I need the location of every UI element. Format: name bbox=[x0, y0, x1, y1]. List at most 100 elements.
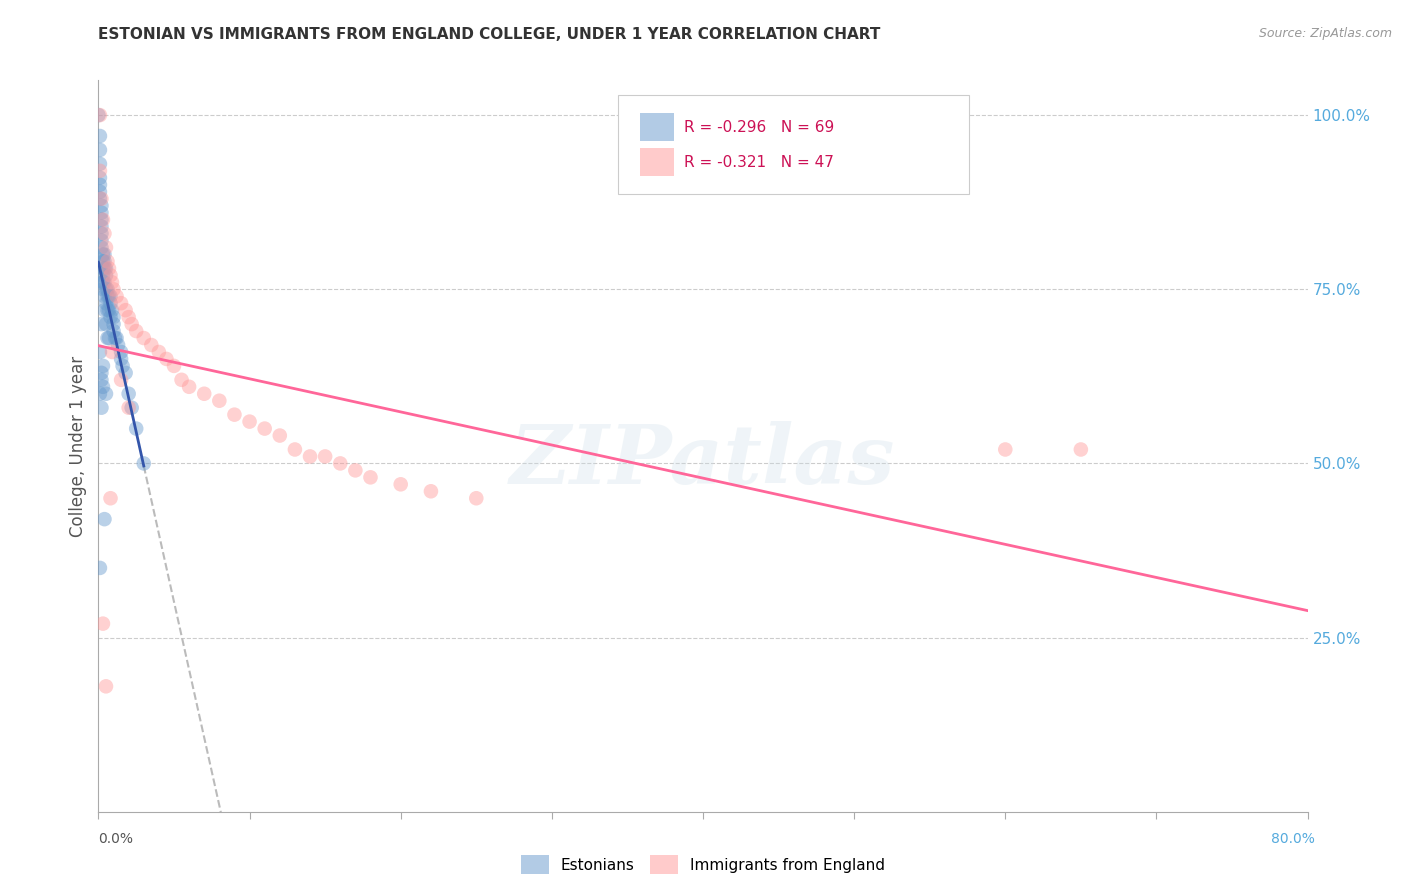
Point bbox=[89, 143, 111, 157]
Point bbox=[93, 275, 115, 289]
Point bbox=[96, 254, 118, 268]
Point bbox=[93, 247, 115, 261]
Point bbox=[91, 268, 114, 283]
Point bbox=[90, 199, 112, 213]
Point bbox=[94, 317, 117, 331]
Point bbox=[994, 442, 1017, 457]
Point bbox=[141, 338, 163, 352]
Legend: Estonians, Immigrants from England: Estonians, Immigrants from England bbox=[515, 849, 891, 880]
Point bbox=[91, 275, 114, 289]
Point bbox=[224, 408, 246, 422]
Point bbox=[105, 331, 128, 345]
Point bbox=[89, 178, 111, 192]
Point bbox=[91, 380, 114, 394]
Point bbox=[118, 401, 141, 415]
Text: ESTONIAN VS IMMIGRANTS FROM ENGLAND COLLEGE, UNDER 1 YEAR CORRELATION CHART: ESTONIAN VS IMMIGRANTS FROM ENGLAND COLL… bbox=[98, 27, 880, 42]
Point bbox=[91, 261, 114, 276]
Point bbox=[118, 386, 141, 401]
Point bbox=[90, 240, 112, 254]
Point bbox=[91, 247, 114, 261]
Bar bbox=[640, 148, 673, 176]
Text: ZIPatlas: ZIPatlas bbox=[510, 421, 896, 500]
Point bbox=[269, 428, 291, 442]
Point bbox=[91, 359, 114, 373]
Point bbox=[93, 254, 115, 268]
Point bbox=[114, 303, 136, 318]
Point bbox=[110, 351, 132, 366]
Point bbox=[94, 282, 117, 296]
Text: Source: ZipAtlas.com: Source: ZipAtlas.com bbox=[1258, 27, 1392, 40]
Point bbox=[94, 296, 117, 310]
Point bbox=[90, 234, 112, 248]
Point bbox=[111, 359, 134, 373]
Point bbox=[93, 303, 115, 318]
Point bbox=[1070, 442, 1092, 457]
Point bbox=[90, 366, 112, 380]
Point bbox=[132, 457, 155, 471]
Point bbox=[193, 386, 215, 401]
Point bbox=[90, 205, 112, 219]
Point bbox=[344, 463, 367, 477]
Point bbox=[360, 470, 382, 484]
Point bbox=[125, 324, 148, 338]
Point bbox=[420, 484, 443, 499]
Y-axis label: College, Under 1 year: College, Under 1 year bbox=[69, 355, 87, 537]
Point bbox=[90, 219, 112, 234]
Point bbox=[89, 561, 111, 575]
Point bbox=[107, 338, 129, 352]
Point bbox=[299, 450, 322, 464]
Point bbox=[89, 128, 111, 143]
Point bbox=[94, 679, 117, 693]
Point bbox=[93, 261, 115, 276]
Bar bbox=[640, 113, 673, 141]
Point bbox=[163, 359, 186, 373]
Point bbox=[104, 331, 127, 345]
Point bbox=[89, 157, 111, 171]
Point bbox=[89, 170, 111, 185]
Point bbox=[100, 491, 122, 506]
Point bbox=[89, 185, 111, 199]
Text: 80.0%: 80.0% bbox=[1271, 832, 1315, 846]
Point bbox=[101, 275, 124, 289]
Point bbox=[89, 386, 111, 401]
Point bbox=[110, 373, 132, 387]
Point bbox=[98, 303, 121, 318]
Point bbox=[110, 296, 132, 310]
Point bbox=[93, 227, 115, 241]
Point bbox=[91, 212, 114, 227]
Point bbox=[101, 303, 124, 318]
Point bbox=[91, 282, 114, 296]
Point bbox=[90, 401, 112, 415]
Point bbox=[100, 268, 122, 283]
Point bbox=[90, 373, 112, 387]
Point bbox=[125, 421, 148, 435]
Point bbox=[114, 366, 136, 380]
Point bbox=[329, 457, 352, 471]
Point bbox=[96, 303, 118, 318]
Point bbox=[103, 282, 125, 296]
FancyBboxPatch shape bbox=[619, 95, 969, 194]
Point bbox=[239, 415, 262, 429]
Point bbox=[94, 386, 117, 401]
Point bbox=[94, 240, 117, 254]
Point bbox=[103, 324, 125, 338]
Point bbox=[170, 373, 193, 387]
Point bbox=[100, 310, 122, 325]
Text: R = -0.321   N = 47: R = -0.321 N = 47 bbox=[683, 154, 834, 169]
Point bbox=[100, 296, 122, 310]
Point bbox=[96, 331, 118, 345]
Point bbox=[121, 401, 143, 415]
Point bbox=[148, 345, 170, 359]
Point bbox=[98, 289, 121, 303]
Point bbox=[132, 331, 155, 345]
Point bbox=[89, 108, 111, 122]
Point bbox=[101, 345, 124, 359]
Point bbox=[98, 261, 121, 276]
Point bbox=[91, 254, 114, 268]
Point bbox=[103, 310, 125, 325]
Point bbox=[110, 345, 132, 359]
Point bbox=[179, 380, 201, 394]
Point bbox=[284, 442, 307, 457]
Point bbox=[118, 310, 141, 325]
Point bbox=[121, 317, 143, 331]
